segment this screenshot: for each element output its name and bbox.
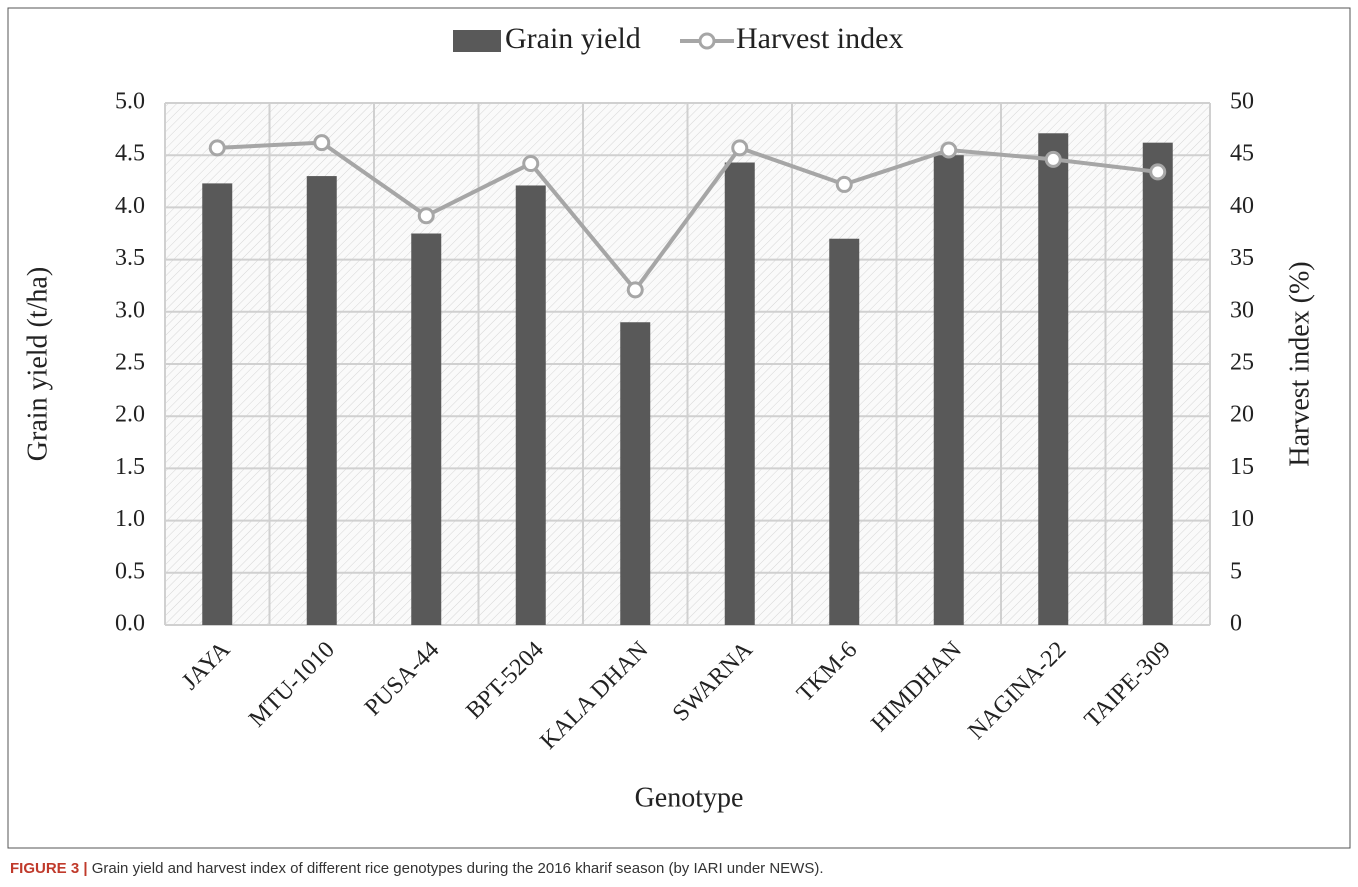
y2-tick-label: 15 — [1230, 454, 1254, 480]
x-tick-label: SWARNA — [668, 636, 759, 727]
line-marker — [940, 141, 958, 159]
bar — [829, 238, 860, 625]
bar — [933, 155, 964, 625]
caption-label: FIGURE 3 | — [10, 860, 88, 877]
y2-tick-label: 0 — [1230, 611, 1242, 637]
y2-tick-label: 50 — [1230, 89, 1254, 115]
y2-tick-label: 30 — [1230, 297, 1254, 323]
y-tick-label: 0.5 — [115, 558, 145, 584]
line-marker — [1149, 163, 1167, 181]
y2-tick-label: 25 — [1230, 350, 1254, 376]
bar — [202, 183, 233, 625]
x-tick-label: NAGINA-22 — [963, 637, 1071, 745]
caption: FIGURE 3 | Grain yield and harvest index… — [10, 860, 824, 877]
y2-tick-label: 40 — [1230, 193, 1254, 219]
y2-tick-label: 5 — [1230, 558, 1242, 584]
legend-label: Harvest index — [736, 22, 903, 55]
y2-tick-label: 45 — [1230, 141, 1254, 167]
y-tick-label: 5.0 — [115, 89, 145, 115]
y-tick-label: 4.5 — [115, 141, 145, 167]
line-marker — [313, 134, 331, 152]
legend-swatch — [453, 30, 501, 52]
bar — [411, 233, 442, 625]
bar — [620, 322, 651, 625]
caption-text: Grain yield and harvest index of differe… — [91, 860, 824, 877]
y-axis-title: Grain yield (t/ha) — [22, 267, 53, 461]
y-tick-label: 3.5 — [115, 245, 145, 271]
y2-tick-label: 10 — [1230, 506, 1254, 532]
x-tick-label: KALA DHAN — [536, 637, 654, 755]
x-tick-label: PUSA-44 — [360, 637, 444, 721]
line-marker — [626, 281, 644, 299]
x-tick-label: JAYA — [177, 636, 236, 695]
frame — [7, 7, 1351, 849]
x-tick-label: TKM-6 — [792, 637, 862, 707]
y-tick-label: 0.0 — [115, 611, 145, 637]
x-tick-label: HIMDHAN — [866, 637, 966, 737]
line — [217, 140, 1158, 294]
x-tick-label: TAIPE-309 — [1080, 637, 1176, 733]
line-marker — [835, 175, 853, 193]
line-marker — [731, 139, 749, 157]
y-tick-label: 1.5 — [115, 454, 145, 480]
line-marker — [417, 207, 435, 225]
y-tick-label: 3.0 — [115, 297, 145, 323]
bar — [306, 176, 337, 625]
line-marker — [1044, 150, 1062, 168]
y-tick-label: 2.0 — [115, 402, 145, 428]
y-tick-label: 2.5 — [115, 350, 145, 376]
line-marker — [522, 155, 540, 173]
legend-label: Grain yield — [505, 22, 641, 55]
chart: Genotype Grain yield (t/ha) Harvest inde… — [7, 7, 1351, 849]
y2-axis-title: Harvest index (%) — [1284, 261, 1315, 466]
x-tick-label: MTU-1010 — [244, 637, 340, 733]
y2-tick-label: 20 — [1230, 402, 1254, 428]
bar — [1142, 142, 1173, 625]
legend-marker — [698, 32, 716, 50]
x-tick-label: BPT-5204 — [461, 637, 549, 725]
bar — [515, 185, 546, 625]
y-tick-label: 1.0 — [115, 506, 145, 532]
bar — [724, 162, 755, 625]
y-tick-label: 4.0 — [115, 193, 145, 219]
x-axis-title: Genotype — [635, 782, 744, 813]
line-marker — [208, 139, 226, 157]
y2-tick-label: 35 — [1230, 245, 1254, 271]
bar — [1038, 133, 1069, 625]
